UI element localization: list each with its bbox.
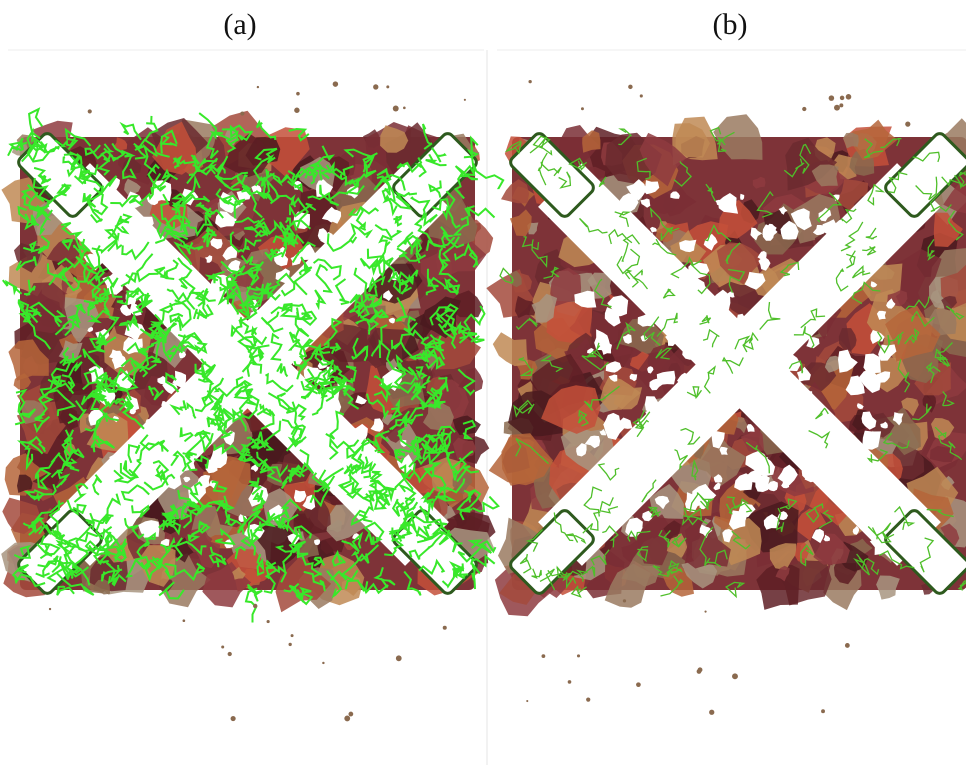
speck [257, 86, 259, 88]
speck [640, 94, 643, 97]
speck [845, 643, 850, 648]
speck [704, 611, 706, 613]
speck [709, 710, 714, 715]
speck [628, 85, 632, 89]
speck [253, 604, 257, 608]
speck [228, 652, 232, 656]
speck [88, 109, 92, 113]
speck [623, 599, 626, 602]
speck [294, 108, 299, 113]
speck [802, 107, 806, 111]
speck [464, 99, 466, 101]
speck [443, 626, 447, 630]
contour [473, 163, 503, 188]
speck [526, 700, 528, 702]
speck [183, 619, 186, 622]
specimen-image [1, 81, 503, 721]
speck [528, 80, 531, 83]
speck [288, 643, 291, 646]
speck [344, 715, 350, 721]
speck [348, 712, 353, 717]
speck [240, 111, 244, 115]
speck [49, 608, 51, 610]
speck [296, 92, 300, 96]
speck [231, 716, 236, 721]
speck [291, 634, 294, 637]
speck [403, 107, 406, 110]
speck [396, 655, 402, 661]
speck [839, 103, 843, 107]
specimen-image [486, 80, 966, 715]
panel-images [0, 0, 966, 765]
gap [863, 354, 881, 374]
speck [373, 84, 378, 89]
texture-blob [876, 576, 900, 600]
speck [393, 106, 399, 112]
speck [221, 645, 224, 648]
speck [636, 682, 641, 687]
speck [698, 667, 703, 672]
speck [821, 709, 825, 713]
speck [577, 654, 580, 657]
speck [834, 105, 840, 111]
speck [568, 680, 572, 684]
speck [840, 96, 844, 100]
speck [732, 673, 738, 679]
speck [581, 107, 584, 110]
speck [386, 85, 389, 88]
figure: (a) (b) [0, 0, 966, 765]
speck [846, 94, 852, 100]
speck [542, 654, 546, 658]
speck [586, 698, 590, 702]
speck [905, 122, 910, 127]
speck [267, 620, 270, 623]
speck [322, 662, 324, 664]
speck [333, 81, 338, 86]
speck [829, 95, 835, 101]
